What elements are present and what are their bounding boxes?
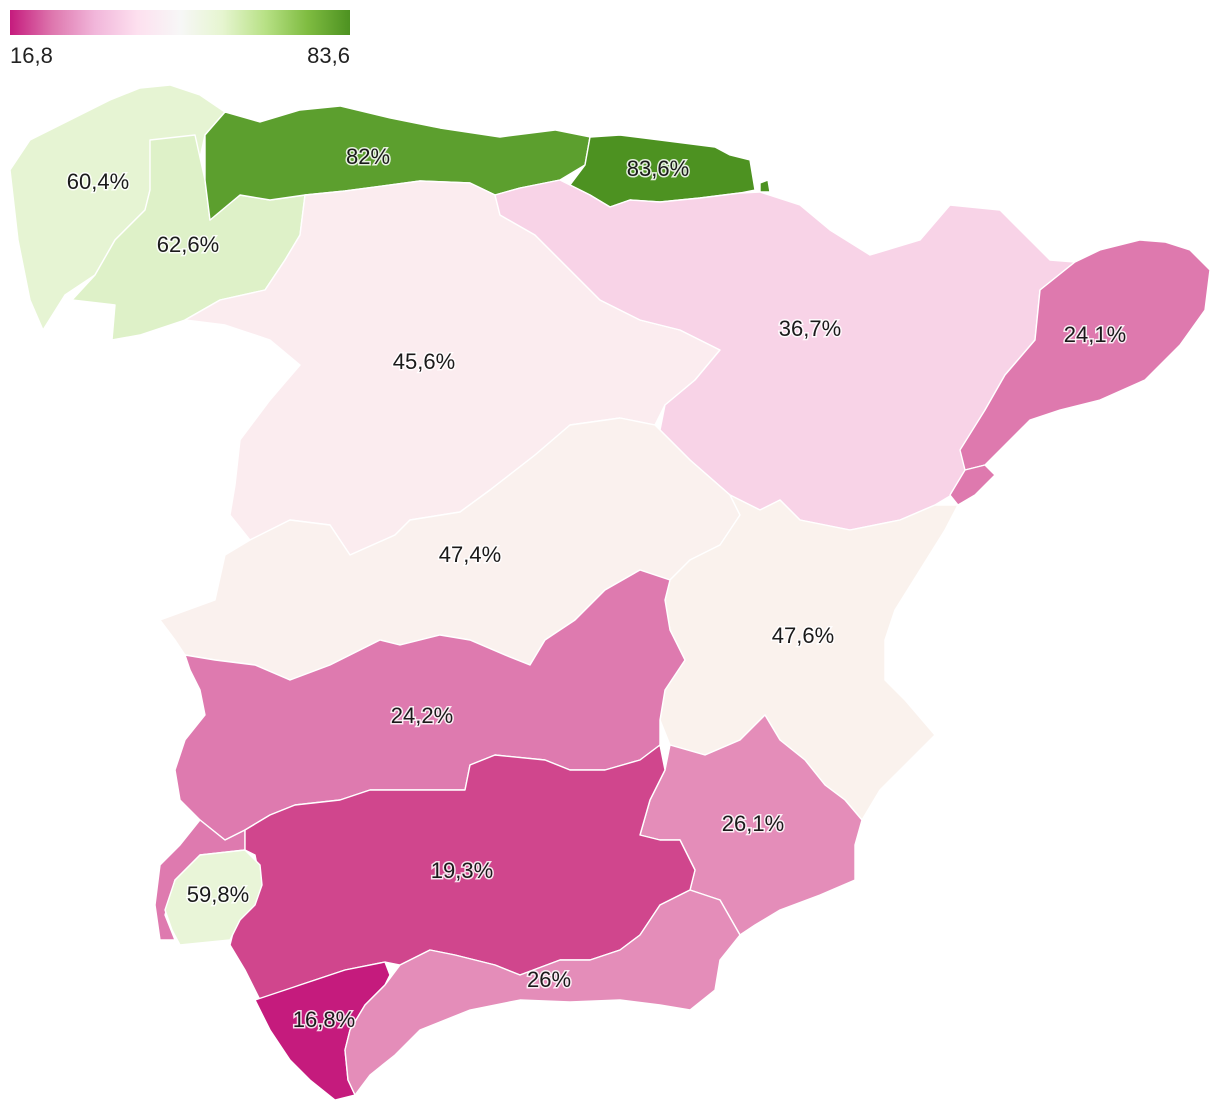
label-andalusia-central: 19,3% (431, 858, 493, 883)
label-leon: 62,6% (157, 232, 219, 257)
label-asturias-cantabria: 82% (346, 144, 390, 169)
label-malaga-coast: 26% (527, 967, 571, 992)
color-scale-legend: 16,8 83,6 (10, 10, 350, 68)
region-catalonia[interactable] (959, 239, 1211, 471)
label-huelva-coast: 59,8% (187, 882, 249, 907)
label-madrid-castilla: 47,4% (439, 542, 501, 567)
legend-min-label: 16,8 (10, 43, 53, 68)
label-aragon: 36,7% (779, 316, 841, 341)
label-catalonia: 24,1% (1064, 322, 1126, 347)
legend-max-label: 83,6 (307, 43, 350, 68)
label-galicia: 60,4% (67, 169, 129, 194)
region-navarra-edge[interactable] (759, 179, 771, 193)
color-scale-bar (10, 10, 350, 35)
region-malaga-coast[interactable] (344, 889, 741, 1096)
label-cadiz: 16,8% (293, 1007, 355, 1032)
label-basque-country: 83,6% (627, 156, 689, 181)
region-huelva-coast[interactable] (164, 849, 263, 946)
label-murcia: 26,1% (722, 811, 784, 836)
region-castellon-strip[interactable] (949, 464, 996, 506)
label-extremadura-andalusia-north: 24,2% (391, 703, 453, 728)
label-valencia: 47,6% (772, 623, 834, 648)
label-castilla-y-leon: 45,6% (393, 349, 455, 374)
